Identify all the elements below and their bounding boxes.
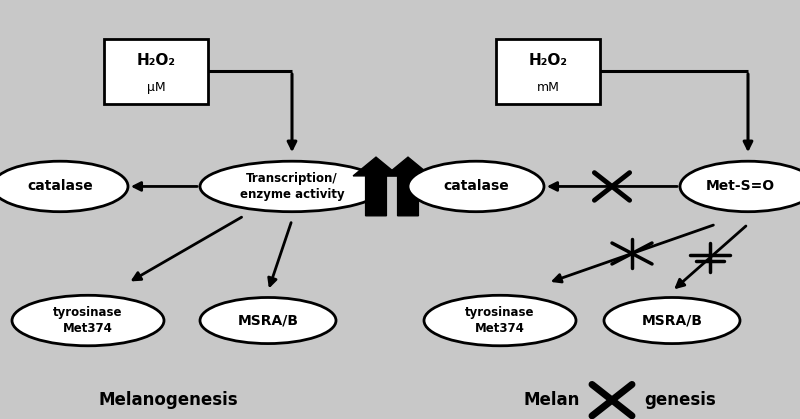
- Ellipse shape: [604, 297, 740, 344]
- Text: μM: μM: [146, 81, 166, 95]
- Ellipse shape: [424, 295, 576, 346]
- FancyArrow shape: [385, 157, 431, 216]
- Bar: [496, 39, 600, 104]
- Ellipse shape: [12, 295, 164, 346]
- Text: Met-S=O: Met-S=O: [706, 179, 774, 194]
- Text: catalase: catalase: [443, 179, 509, 194]
- Text: mM: mM: [537, 81, 559, 95]
- Ellipse shape: [0, 161, 128, 212]
- Text: tyrosinase
Met374: tyrosinase Met374: [466, 306, 534, 335]
- Ellipse shape: [200, 161, 384, 212]
- FancyArrow shape: [353, 157, 399, 216]
- Text: tyrosinase
Met374: tyrosinase Met374: [54, 306, 122, 335]
- Text: genesis: genesis: [644, 391, 716, 409]
- Text: H₂O₂: H₂O₂: [529, 53, 567, 68]
- Bar: [104, 39, 208, 104]
- Text: MSRA/B: MSRA/B: [642, 313, 702, 328]
- Text: H₂O₂: H₂O₂: [137, 53, 175, 68]
- Text: Melanogenesis: Melanogenesis: [98, 391, 238, 409]
- Ellipse shape: [200, 297, 336, 344]
- Text: Transcription/
enzyme activity: Transcription/ enzyme activity: [240, 172, 344, 201]
- Text: MSRA/B: MSRA/B: [238, 313, 298, 328]
- Text: catalase: catalase: [27, 179, 93, 194]
- Ellipse shape: [680, 161, 800, 212]
- Ellipse shape: [408, 161, 544, 212]
- Text: Melan: Melan: [524, 391, 580, 409]
